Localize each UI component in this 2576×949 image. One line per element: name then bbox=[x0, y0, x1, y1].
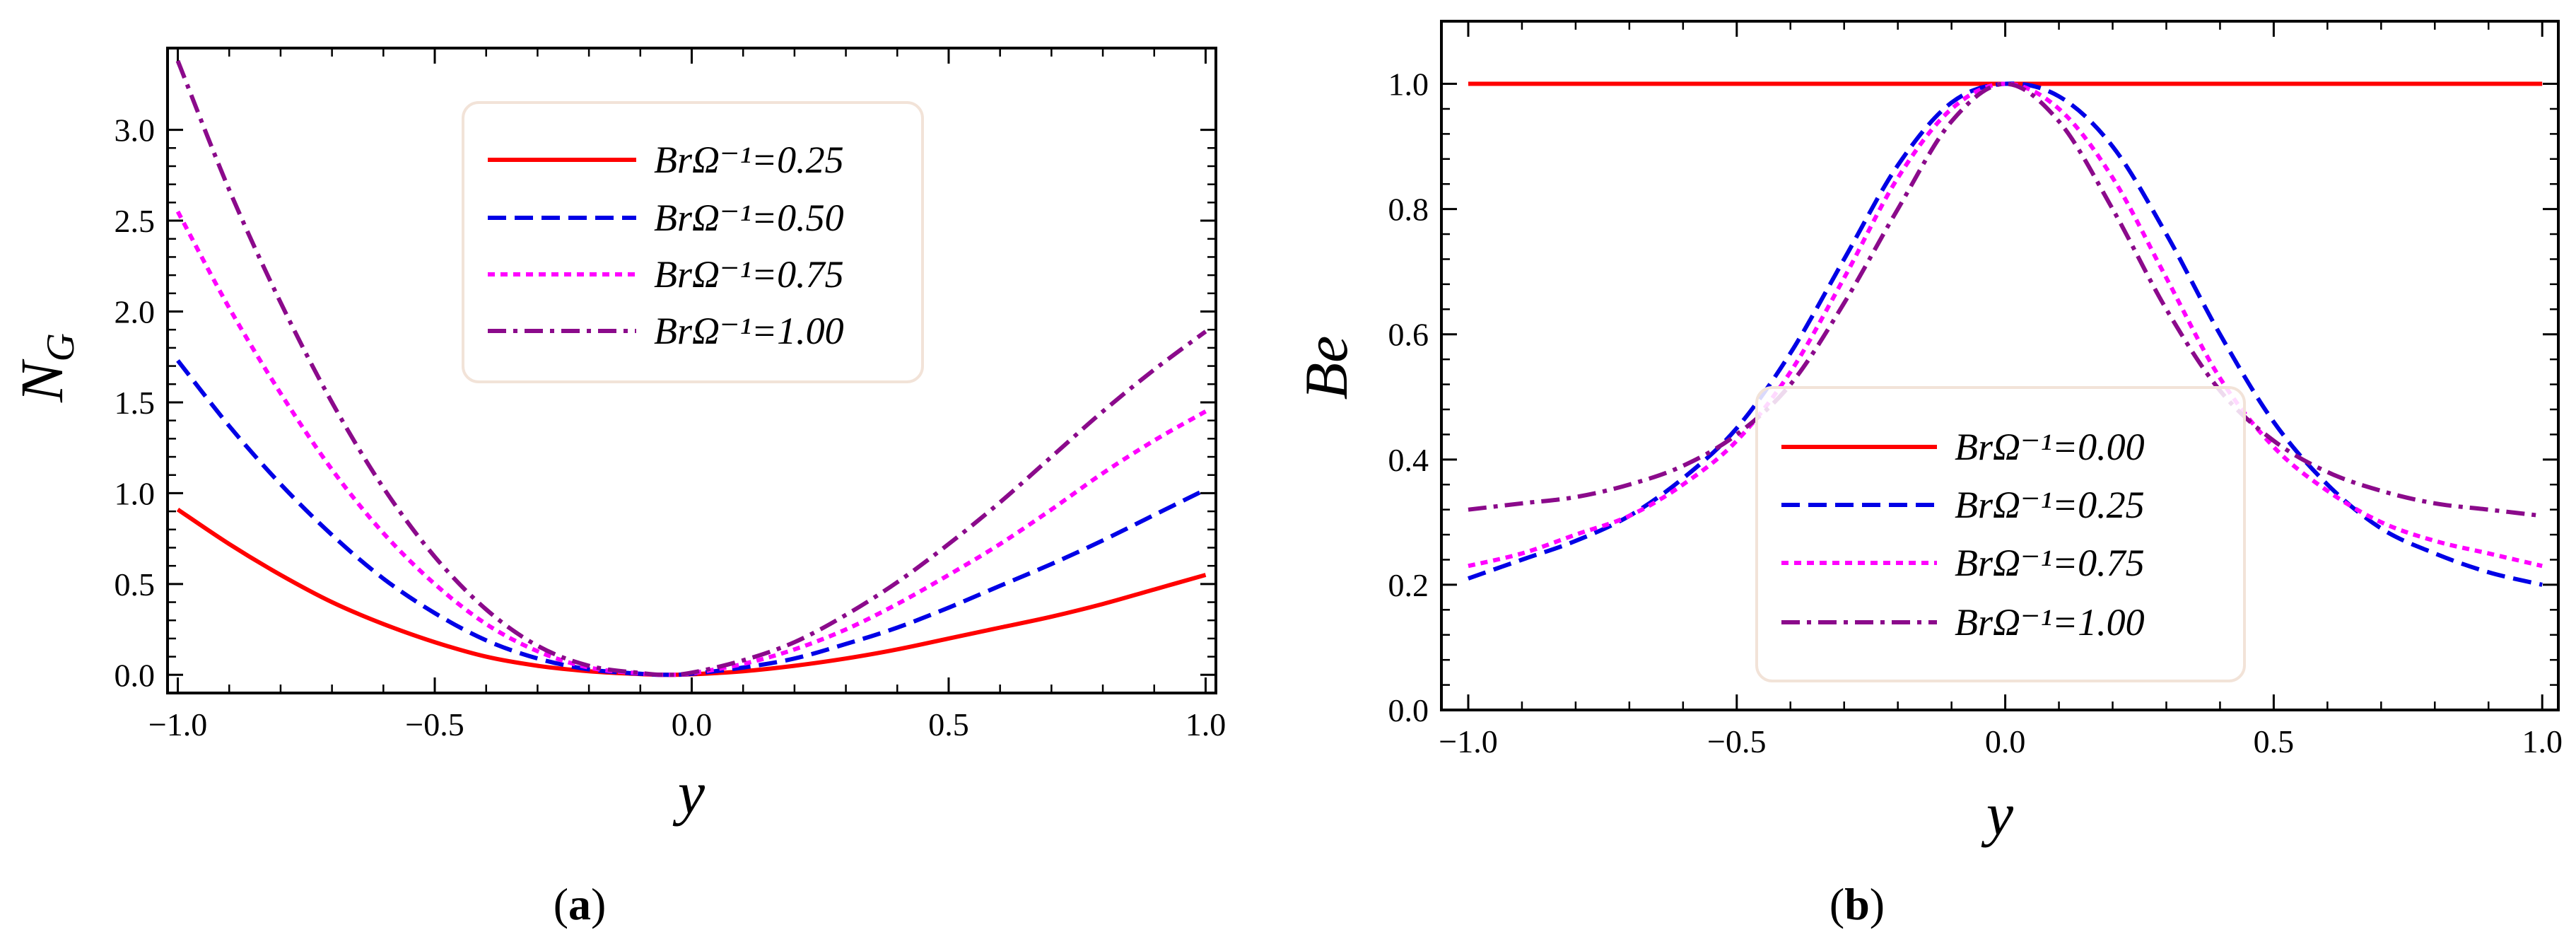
chart-a-panel-label: (a) bbox=[554, 879, 607, 929]
y-tick-label: 1.0 bbox=[1388, 66, 1429, 103]
chart-b-y-tick-labels: 0.0 0.2 0.4 0.6 0.8 1.0 bbox=[1388, 66, 1429, 728]
x-tick-label: 1.0 bbox=[1185, 706, 1226, 743]
legend-label-2: BrΩ⁻¹=0.25 bbox=[1955, 484, 2145, 526]
legend-box bbox=[1755, 386, 2246, 682]
x-tick-label: 1.0 bbox=[2522, 723, 2563, 759]
y-tick-label: 2.0 bbox=[115, 294, 156, 330]
y-tick-label: 0.0 bbox=[1388, 692, 1429, 728]
y-tick-label: 0.4 bbox=[1388, 442, 1429, 478]
y-tick-label: 0.5 bbox=[115, 566, 156, 602]
y-tick-label: 1.0 bbox=[115, 475, 156, 511]
chart-a-panel-letter: a bbox=[568, 879, 591, 929]
x-tick-label: 0.0 bbox=[672, 706, 713, 743]
y-tick-label: 0.8 bbox=[1388, 192, 1429, 228]
chart-a-y-tick-labels: 0.0 0.5 1.0 1.5 2.0 2.5 3.0 bbox=[115, 112, 156, 694]
y-tick-label: 0.6 bbox=[1388, 317, 1429, 353]
series-line-2 bbox=[176, 359, 1207, 677]
x-tick-label: 0.5 bbox=[2254, 723, 2295, 759]
chart-b-frame bbox=[1440, 20, 2560, 711]
chart-b-x-tick-labels: −1.0 −0.5 0.0 0.5 1.0 bbox=[1439, 723, 2563, 759]
series-line-4 bbox=[175, 59, 1207, 677]
x-tick-label: −1.0 bbox=[148, 706, 207, 743]
x-tick-label: −1.0 bbox=[1439, 723, 1497, 759]
chart-a-x-axis-label: y bbox=[672, 759, 706, 827]
y-tick-label: 3.0 bbox=[115, 112, 156, 149]
legend-label-4: BrΩ⁻¹=1.00 bbox=[1955, 601, 2145, 644]
chart-a-y-axis-label: NG bbox=[8, 333, 83, 403]
y-tick-label: 0.2 bbox=[1388, 567, 1429, 603]
chart-a-y-axis-label-main: N bbox=[8, 359, 76, 403]
series-line-3 bbox=[1468, 81, 2543, 569]
chart-b-y-axis-label: Be bbox=[1292, 336, 1360, 400]
legend-label-3: BrΩ⁻¹=0.75 bbox=[1955, 542, 2145, 584]
y-tick-label: 2.5 bbox=[115, 203, 156, 239]
chart-a: −1.0 −0.5 0.0 0.5 1.0 0.00.51.01.52.02.53.0 … bbox=[8, 47, 1226, 929]
y-tick-label: 0.0 bbox=[115, 657, 156, 693]
chart-a-y-axis-label-sub: G bbox=[39, 333, 83, 361]
legend-box bbox=[462, 101, 924, 383]
legend-label-1: BrΩ⁻¹=0.00 bbox=[1955, 426, 2145, 468]
series-line-2 bbox=[1467, 81, 2543, 587]
legend-label-2: BrΩ⁻¹=0.50 bbox=[654, 197, 844, 239]
chart-b-series bbox=[1467, 81, 2543, 587]
chart-a-series bbox=[175, 59, 1207, 677]
x-tick-label: −0.5 bbox=[405, 706, 464, 743]
x-tick-label: −0.5 bbox=[1707, 723, 1766, 759]
y-tick-label: 1.5 bbox=[115, 385, 156, 421]
chart-b-legend: BrΩ⁻¹=0.00 BrΩ⁻¹=0.25 BrΩ⁻¹=0.75 BrΩ⁻¹=1.00 bbox=[1755, 386, 2246, 682]
chart-a-x-tick-labels: −1.0 −0.5 0.0 0.5 1.0 bbox=[148, 706, 1226, 743]
x-tick-label: 0.0 bbox=[1985, 723, 2026, 759]
series-line-4 bbox=[1468, 81, 2543, 518]
chart-b-panel-letter: b bbox=[1844, 879, 1870, 929]
chart-b-x-axis-label: y bbox=[1981, 780, 2014, 848]
x-tick-label: 0.5 bbox=[928, 706, 969, 743]
legend-label-3: BrΩ⁻¹=0.75 bbox=[654, 253, 844, 296]
legend-label-1: BrΩ⁻¹=0.25 bbox=[654, 139, 844, 181]
chart-b-panel-label: (b) bbox=[1829, 879, 1885, 929]
chart-b: −1.0 −0.5 0.0 0.5 1.0 0.0 0.2 0.4 0.6 0.8 1.0 y B… bbox=[1292, 20, 2563, 929]
legend-label-4: BrΩ⁻¹=1.00 bbox=[654, 310, 844, 352]
chart-a-legend: BrΩ⁻¹=0.25 BrΩ⁻¹=0.50 BrΩ⁻¹=0.75 BrΩ⁻¹=1.00 bbox=[462, 101, 924, 383]
chart-a-frame bbox=[166, 47, 1217, 694]
